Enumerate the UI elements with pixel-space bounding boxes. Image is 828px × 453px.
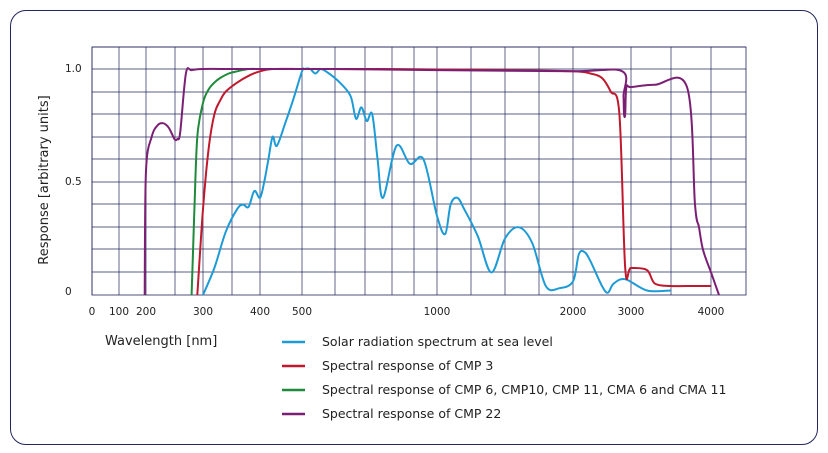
chart-ticks: 0 100 200 300 400 500 1000 2000 3000 4000 0 0.5 1.0 <box>65 63 724 318</box>
chart-series <box>143 67 720 296</box>
x-tick-label: 4000 <box>698 306 725 318</box>
legend-label: Solar radiation spectrum at sea level <box>322 334 553 349</box>
y-axis-label: Response [arbitrary units] <box>37 95 52 264</box>
legend-label: Spectral response of CMP 22 <box>322 406 501 421</box>
x-tick-label: 500 <box>292 306 312 318</box>
x-tick-label: 3000 <box>618 306 645 318</box>
x-tick-label: 200 <box>136 306 156 318</box>
series-line-4 <box>143 67 720 296</box>
x-tick-label: 2000 <box>560 306 587 318</box>
x-tick-label: 0 <box>89 306 96 318</box>
legend-label: Spectral response of CMP 6, CMP10, CMP 1… <box>322 382 726 397</box>
y-tick-label: 0.5 <box>65 176 82 188</box>
legend-label: Spectral response of CMP 3 <box>322 358 493 373</box>
x-axis-label: Wavelength [nm] <box>105 334 217 349</box>
x-tick-label: 400 <box>250 306 270 318</box>
legend: Solar radiation spectrum at sea level Spe… <box>282 334 726 421</box>
x-tick-label: 300 <box>193 306 213 318</box>
series-line-1 <box>202 67 672 296</box>
y-tick-label: 0 <box>65 286 72 298</box>
x-tick-label: 100 <box>109 306 129 318</box>
y-tick-label: 1.0 <box>65 63 82 75</box>
x-tick-label: 1000 <box>424 306 451 318</box>
